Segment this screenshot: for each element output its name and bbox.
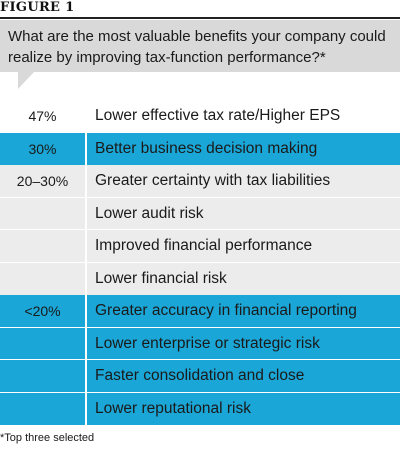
row-label: Better business decision making: [95, 139, 318, 157]
row-label: Improved financial performance: [95, 237, 313, 255]
table-row: Improved financial performance: [0, 230, 400, 263]
row-label: Greater certainty with tax liabilities: [95, 172, 331, 190]
row-label: Faster consolidation and close: [95, 367, 305, 385]
row-separator: [0, 229, 400, 230]
row-label: Greater accuracy in financial reporting: [95, 302, 357, 320]
row-value: [0, 360, 85, 393]
row-separator: [0, 326, 400, 328]
question-box: What are the most valuable benefits your…: [0, 20, 400, 72]
row-divider: [85, 262, 87, 295]
footnote: *Top three selected: [0, 432, 95, 444]
table-row: Faster consolidation and close: [0, 360, 400, 393]
row-divider: [85, 132, 87, 165]
row-label: Lower reputational risk: [95, 399, 251, 417]
speech-bubble-tail: [18, 72, 34, 89]
benefits-table: 47% Lower effective tax rate/Higher EPS …: [0, 100, 400, 425]
row-value: [0, 230, 85, 263]
row-value: 47%: [28, 108, 57, 125]
table-row: Lower enterprise or strategic risk: [0, 327, 400, 361]
title-rule: [0, 17, 400, 19]
row-value: [0, 328, 85, 361]
question-text: What are the most valuable benefits your…: [8, 28, 386, 66]
table-row: 30% Better business decision making: [0, 132, 400, 165]
row-value: 30%: [28, 140, 57, 157]
row-value: [0, 393, 85, 426]
row-divider: [85, 360, 87, 393]
table-row: <20% Greater accuracy in financial repor…: [0, 295, 400, 328]
row-label: Lower effective tax rate/Higher EPS: [95, 107, 341, 125]
row-value: <20%: [24, 303, 61, 320]
row-label: Lower audit risk: [95, 204, 204, 222]
row-divider: [85, 327, 87, 360]
row-divider: [85, 230, 87, 263]
table-row: Lower financial risk: [0, 262, 400, 296]
row-separator: [0, 261, 400, 263]
row-divider: [85, 197, 87, 230]
row-separator: [0, 359, 400, 360]
table-row: 20–30% Greater certainty with tax liabil…: [0, 165, 400, 198]
row-value: 20–30%: [16, 173, 69, 190]
table-row: Lower reputational risk: [0, 392, 400, 426]
figure-label: FIGURE 1: [0, 0, 75, 15]
row-value: [0, 263, 85, 296]
row-divider: [85, 392, 87, 425]
row-separator: [0, 391, 400, 393]
row-label: Lower financial risk: [95, 269, 227, 287]
table-row: 47% Lower effective tax rate/Higher EPS: [0, 100, 400, 133]
row-divider: [85, 295, 87, 328]
table-row: Lower audit risk: [0, 197, 400, 231]
row-value: [0, 198, 85, 231]
row-divider: [85, 165, 87, 198]
row-separator: [0, 196, 400, 198]
row-label: Lower enterprise or strategic risk: [95, 334, 320, 352]
